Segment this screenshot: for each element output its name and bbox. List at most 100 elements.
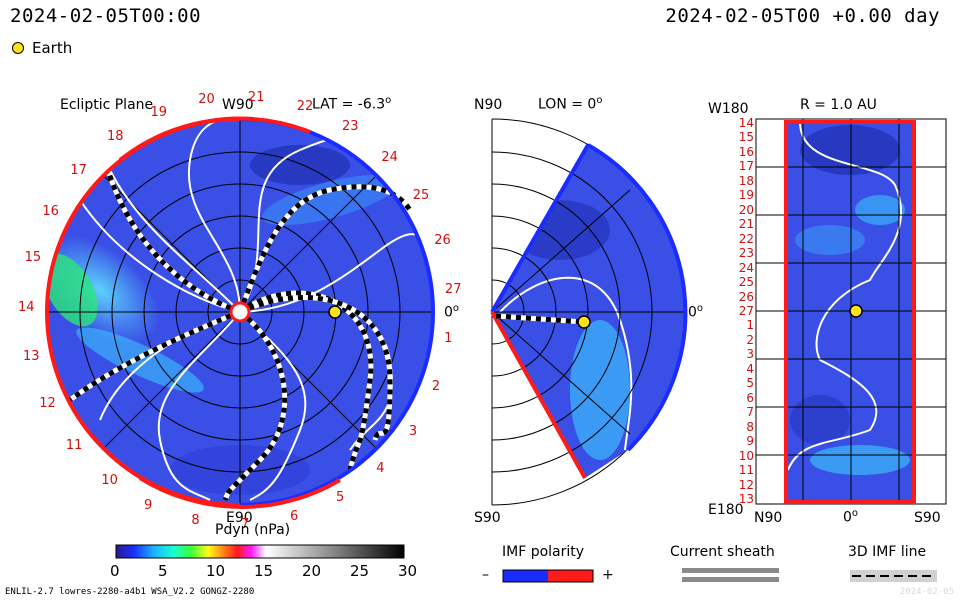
radial-tick-8: 8 [746, 419, 754, 434]
earth-legend-label: Earth [32, 39, 73, 57]
radial-tick-13: 13 [738, 492, 754, 506]
ring-number-7: 7 [240, 516, 250, 532]
radial-tick-6: 6 [746, 390, 754, 405]
footer-model-info: ENLIL-2.7 lowres-2280-a4b1 WSA_V2.2 GONG… [5, 587, 255, 597]
radial-tick-24: 24 [738, 260, 754, 275]
meridional-lon: LON = 0o [538, 95, 603, 113]
radial-w-label: W180 [708, 101, 749, 117]
colorbar-tick-10: 10 [206, 562, 226, 580]
imf-positive-swatch [548, 570, 593, 582]
ecliptic-latitude: LAT = -6.3o [312, 95, 392, 113]
colorbar-tick-25: 25 [350, 562, 370, 580]
radial-tick-22: 22 [738, 231, 754, 246]
colorbar-label: Pdyn (nPa) [215, 522, 291, 538]
earth-icon-meridional [577, 315, 591, 329]
ring-number-8: 8 [191, 513, 200, 529]
radial-tick-4: 4 [746, 361, 754, 376]
ring-number-11: 11 [65, 437, 83, 453]
meridional-right-label: 0o [688, 303, 704, 321]
radial-tick-9: 9 [746, 434, 754, 449]
radial-e-label: E180 [708, 502, 744, 518]
colorbar-gradient [115, 544, 405, 559]
ring-number-15: 15 [24, 250, 42, 266]
current-sheath-title: Current sheath [670, 544, 775, 560]
radial-tick-23: 23 [738, 246, 754, 261]
radial-tick-26: 26 [738, 289, 754, 304]
meridional-s-label: S90 [474, 510, 501, 526]
radial-tick-18: 18 [738, 173, 754, 188]
imf-line-legend-icon [850, 570, 937, 582]
imf-minus-label: – [482, 567, 489, 583]
footer-date: 2024-02-05 [899, 587, 954, 597]
radial-surface-panel [755, 118, 947, 505]
ring-number-26: 26 [434, 233, 451, 249]
radial-x-left: N90 [754, 510, 783, 526]
ring-number-17: 17 [70, 162, 87, 178]
imf-negative-swatch [503, 570, 548, 582]
radial-x-mid: 0o [843, 508, 859, 526]
sun-icon [229, 301, 251, 323]
radial-tick-14: 14 [738, 116, 754, 130]
radial-tick-12: 12 [738, 477, 754, 492]
ring-number-5: 5 [335, 490, 345, 506]
colorbar-tick-5: 5 [158, 562, 168, 580]
colorbar-tick-0: 0 [110, 562, 120, 580]
radial-tick-2: 2 [746, 332, 754, 347]
ring-number-27: 27 [444, 281, 462, 297]
radial-tick-11: 11 [738, 463, 754, 478]
ring-number-18: 18 [107, 129, 124, 145]
radial-tick-16: 16 [738, 144, 754, 159]
radial-title: R = 1.0 AU [800, 97, 877, 113]
ring-number-16: 16 [42, 203, 59, 219]
ecliptic-title: Ecliptic Plane [60, 97, 154, 113]
meridional-plane-panel [490, 118, 688, 506]
ring-number-21: 21 [247, 89, 265, 105]
imf-plus-label: + [602, 567, 614, 583]
radial-tick-10: 10 [738, 448, 754, 463]
ecliptic-right-label: 0o [444, 303, 460, 321]
radial-tick-1: 1 [746, 318, 754, 333]
ring-number-23: 23 [342, 119, 359, 135]
colorbar-tick-20: 20 [302, 562, 322, 580]
earth-icon-radial [849, 304, 863, 318]
ring-number-4: 4 [376, 461, 385, 477]
ring-number-19: 19 [150, 105, 167, 121]
earth-icon [328, 305, 342, 319]
colorbar-tick-15: 15 [254, 562, 274, 580]
radial-x-right: S90 [914, 510, 941, 526]
ring-number-10: 10 [101, 472, 118, 488]
ring-number-3: 3 [408, 423, 418, 439]
colorbar-tick-30: 30 [398, 562, 418, 580]
current-sheath-legend-icon [682, 568, 779, 582]
ecliptic-top-label: W90 [222, 97, 254, 113]
radial-tick-27: 27 [738, 304, 754, 318]
ring-number-20: 20 [198, 91, 215, 107]
ring-number-2: 2 [431, 379, 441, 395]
ring-number-22: 22 [296, 99, 314, 115]
ring-number-6: 6 [290, 508, 299, 524]
ring-number-1: 1 [444, 331, 453, 347]
earth-marker-icon [12, 42, 24, 54]
radial-tick-7: 7 [746, 405, 754, 420]
ecliptic-plane-panel [45, 116, 435, 509]
radial-tick-21: 21 [738, 217, 754, 232]
header-right-time: 2024-02-05T00 +0.00 day [665, 5, 940, 27]
radial-tick-5: 5 [746, 376, 754, 391]
ecliptic-bottom-label: E90 [226, 510, 253, 526]
meridional-n-label: N90 [474, 97, 503, 113]
radial-tick-3: 3 [746, 347, 754, 362]
radial-tick-17: 17 [738, 159, 754, 174]
header-left-time: 2024-02-05T00:00 [10, 5, 202, 27]
radial-tick-25: 25 [738, 275, 754, 290]
imf-polarity-title: IMF polarity [502, 544, 585, 560]
radial-tick-20: 20 [738, 202, 754, 217]
radial-tick-19: 19 [738, 188, 754, 203]
ring-number-25: 25 [412, 188, 430, 204]
imf-line-title: 3D IMF line [848, 544, 927, 560]
ring-number-24: 24 [381, 149, 398, 165]
radial-tick-15: 15 [738, 130, 754, 145]
ring-number-12: 12 [39, 395, 56, 411]
ring-number-13: 13 [22, 348, 40, 364]
ring-number-14: 14 [18, 299, 35, 315]
